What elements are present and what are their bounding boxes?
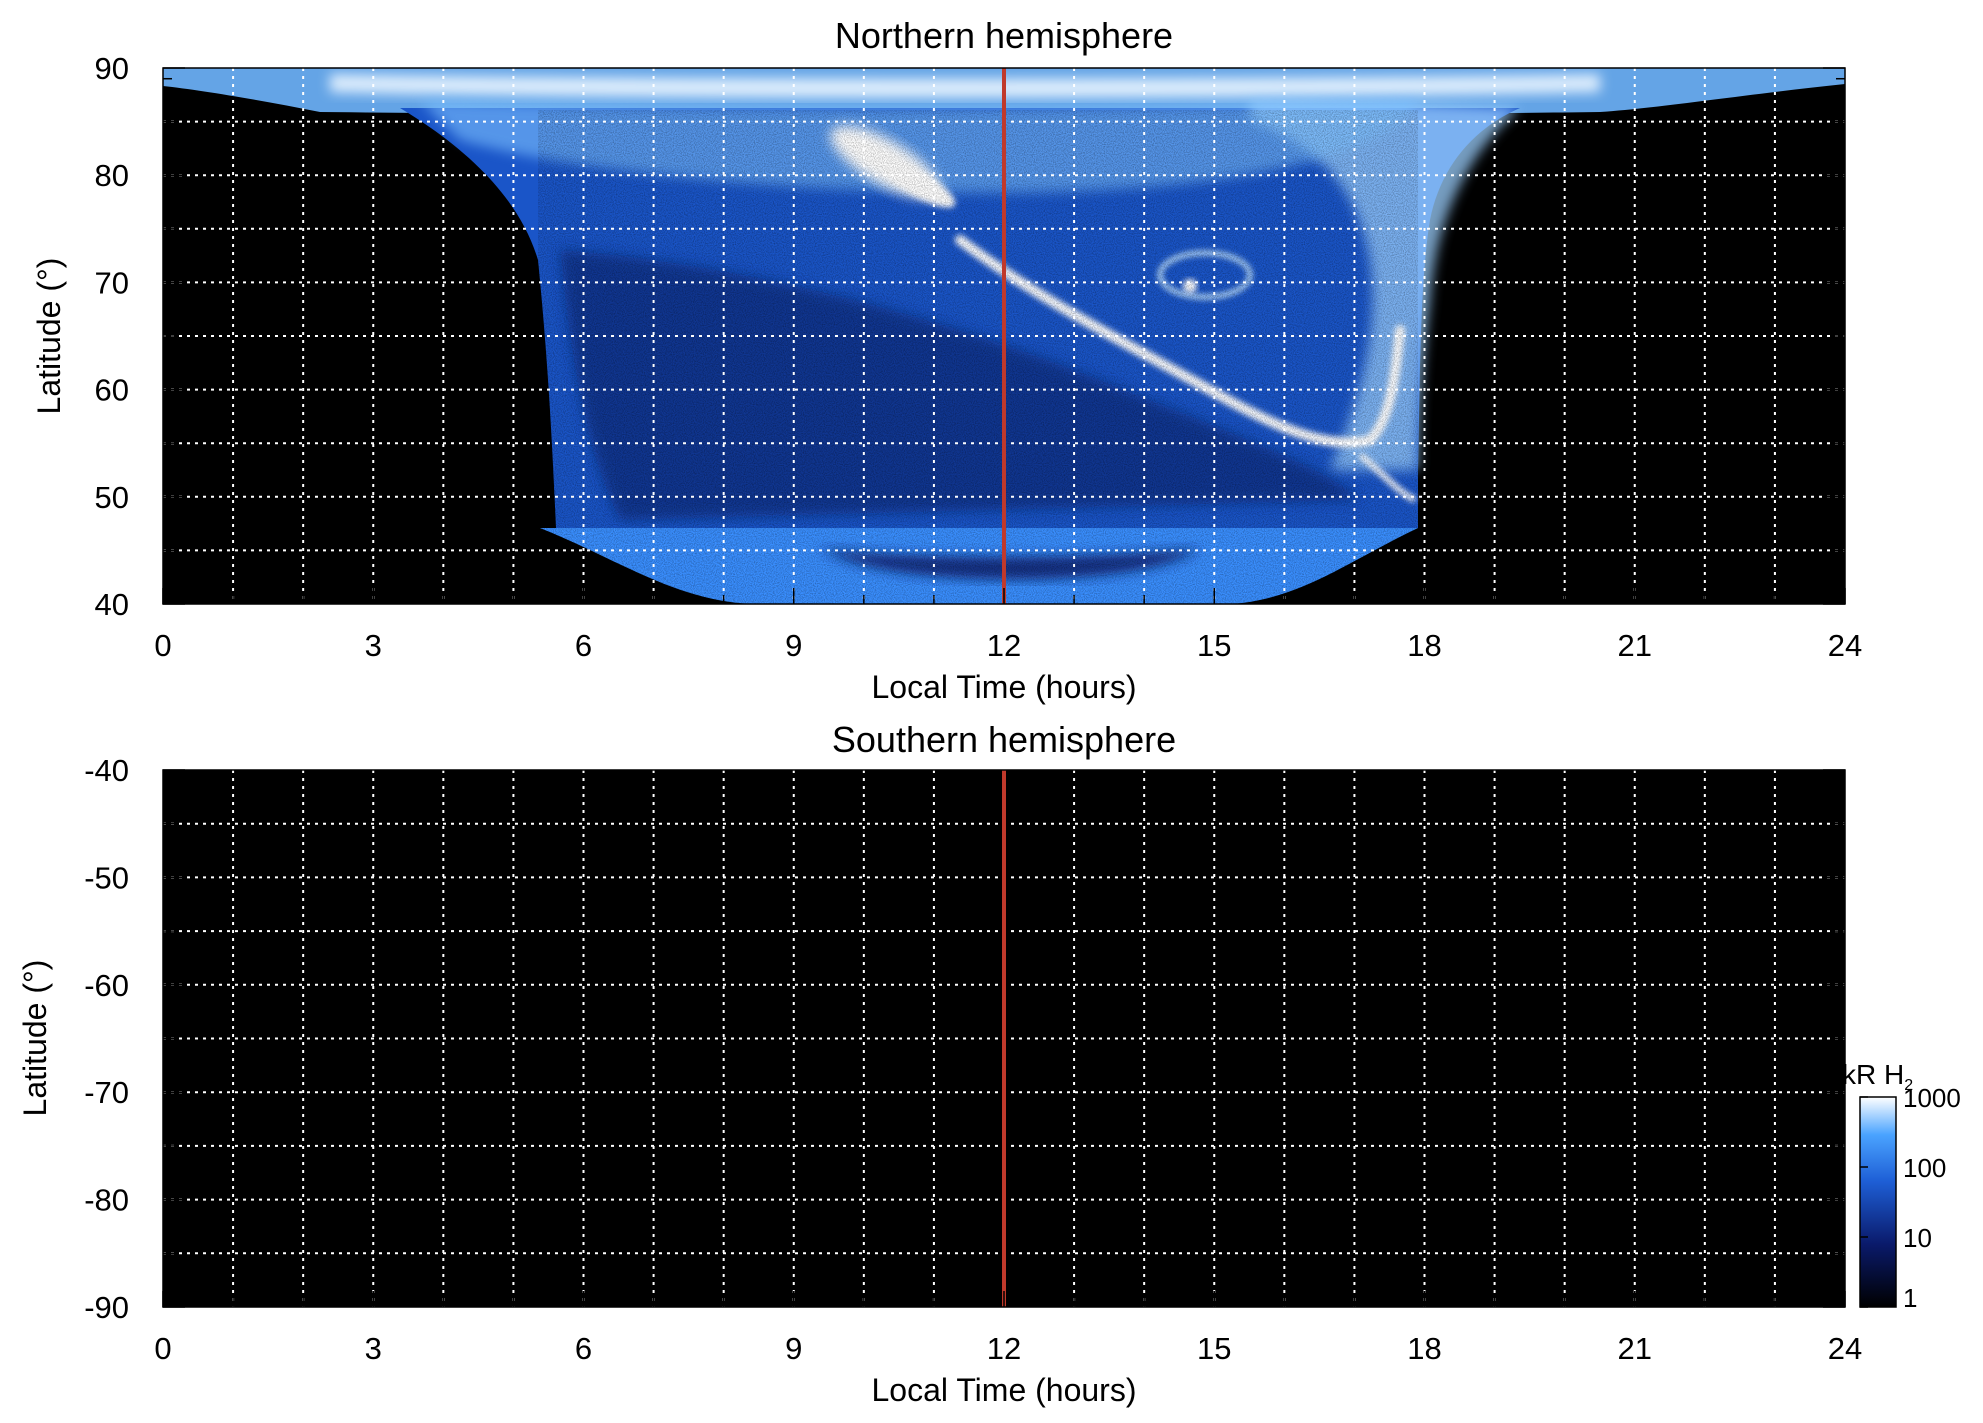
x-tick-label: 18 <box>1407 628 1441 663</box>
aurora-image-north <box>163 68 1845 604</box>
y-tick-label: 70 <box>95 265 129 300</box>
x-tick-label: 15 <box>1197 1331 1231 1366</box>
colorbar-label: kR H2 <box>1842 1059 1913 1094</box>
y-tick-label: -40 <box>84 753 129 788</box>
y-tick-label: 50 <box>95 480 129 515</box>
northern-panel: Northern hemisphere <box>31 15 1862 705</box>
y-tick-label: 40 <box>95 587 129 622</box>
x-tick-label: 15 <box>1197 628 1231 663</box>
x-axis-label-north: Local Time (hours) <box>872 669 1137 705</box>
y-tick-label: -70 <box>84 1075 129 1110</box>
x-tick-label: 12 <box>987 1331 1021 1366</box>
chart-title-south: Southern hemisphere <box>832 719 1176 760</box>
y-tick-label: 90 <box>95 51 129 86</box>
southern-panel: Southern hemisphere -40 -50 -60 -70 -80 -90 0… <box>17 719 1862 1408</box>
x-tick-label: 3 <box>365 628 382 663</box>
x-tick-label: 21 <box>1618 1331 1652 1366</box>
x-tick-label: 24 <box>1828 1331 1862 1366</box>
x-tick-label: 9 <box>785 1331 802 1366</box>
colorbar-tick-label: 1000 <box>1903 1083 1961 1113</box>
y-axis-label-south: Latitude (°) <box>17 960 53 1117</box>
x-tick-label: 6 <box>575 628 592 663</box>
colorbar-tick-label: 100 <box>1903 1153 1946 1183</box>
colorbar-tick-label: 1 <box>1903 1283 1917 1313</box>
x-tick-label: 9 <box>785 628 802 663</box>
axis-ticks-north <box>162 67 1846 605</box>
y-tick-label: -90 <box>84 1290 129 1325</box>
y-axis-label-north: Latitude (°) <box>31 258 67 415</box>
y-tick-label: 60 <box>95 373 129 408</box>
y-tick-labels-south: -40 -50 -60 -70 -80 -90 <box>84 753 129 1325</box>
colorbar-gradient <box>1859 1096 1897 1308</box>
x-tick-label: 24 <box>1828 628 1862 663</box>
y-tick-label: -60 <box>84 968 129 1003</box>
x-tick-label: 3 <box>365 1331 382 1366</box>
x-tick-label: 0 <box>154 628 171 663</box>
y-tick-labels-north: 40 50 60 70 80 90 <box>95 51 129 622</box>
colorbar-tick-labels: 1000 100 10 1 <box>1903 1083 1961 1313</box>
x-tick-label: 6 <box>575 1331 592 1366</box>
y-tick-label: -80 <box>84 1183 129 1218</box>
x-tick-label: 0 <box>154 1331 171 1366</box>
x-axis-label-south: Local Time (hours) <box>872 1372 1137 1408</box>
y-tick-label: 80 <box>95 158 129 193</box>
axis-ticks-south <box>162 769 1846 1308</box>
x-tick-label: 12 <box>987 628 1021 663</box>
x-tick-label: 18 <box>1407 1331 1441 1366</box>
x-tick-labels-south: 0 3 6 9 12 15 18 21 24 <box>154 1331 1862 1366</box>
colorbar: kR H2 1000 100 10 1 <box>1842 1059 1961 1313</box>
x-tick-label: 21 <box>1618 628 1652 663</box>
y-tick-label: -50 <box>84 860 129 895</box>
colorbar-tick-label: 10 <box>1903 1223 1932 1253</box>
chart-title-north: Northern hemisphere <box>835 15 1173 56</box>
x-tick-labels-north: 0 3 6 9 12 15 18 21 24 <box>154 628 1862 663</box>
